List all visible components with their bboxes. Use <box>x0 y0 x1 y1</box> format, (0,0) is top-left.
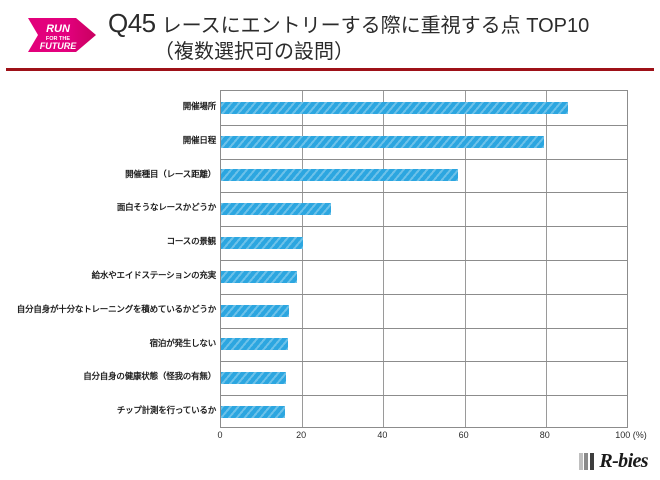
svg-text:FUTURE: FUTURE <box>40 41 77 51</box>
bar-row <box>221 361 287 395</box>
x-tick-label: 0 <box>217 430 223 440</box>
gridline-20 <box>302 91 304 427</box>
bar <box>221 101 569 114</box>
page-header: RUN FOR THE FUTURE Q45 レースにエントリーする際に重視する点… <box>0 0 660 71</box>
svg-text:FOR THE: FOR THE <box>46 36 70 42</box>
row-separator <box>221 293 627 295</box>
row-separator <box>221 158 627 160</box>
header-divider <box>6 68 654 71</box>
run-for-the-future-logo: RUN FOR THE FUTURE <box>28 14 96 56</box>
plot-area <box>220 90 628 428</box>
x-tick-label: 80 <box>539 430 550 440</box>
row-separator <box>221 260 627 261</box>
x-tick-label: 60 <box>458 430 469 440</box>
rbies-bars-icon <box>578 452 596 470</box>
bar-row <box>221 125 544 159</box>
category-label: 自分自身が十分なトレーニングを積めているかどうか <box>16 303 216 314</box>
bar <box>221 203 332 216</box>
category-label: 面白そうなレースかどうか <box>116 202 216 213</box>
bar-row <box>221 159 458 193</box>
category-label: コースの景観 <box>166 236 217 247</box>
row-separator <box>221 124 627 126</box>
bar <box>221 169 458 182</box>
bar <box>221 237 303 250</box>
gridline-60 <box>464 91 466 427</box>
gridline-40 <box>383 91 385 427</box>
rbies-brand-text: R-bies <box>599 449 648 472</box>
svg-text:RUN: RUN <box>46 23 71 35</box>
bar <box>221 135 544 148</box>
bar <box>221 270 297 283</box>
rbies-logo: R-bies <box>578 449 649 472</box>
title-subtext: （複数選択可の設問） <box>154 40 354 63</box>
category-label: 開催場所 <box>182 100 216 111</box>
x-tick-label: 40 <box>377 430 388 440</box>
category-label: 自分自身の健康状態（怪我の有無） <box>83 371 216 382</box>
row-separator <box>221 327 627 329</box>
bar <box>221 338 288 351</box>
row-separator <box>221 226 627 228</box>
row-separator <box>221 395 627 397</box>
category-label: 給水やエイドステーションの充実 <box>91 269 217 280</box>
x-tick-label: 100 (%) <box>615 430 647 440</box>
bar <box>221 372 287 385</box>
x-axis: 0 20 40 60 80 100 (%) <box>217 430 646 450</box>
category-label: 開催種目（レース距離） <box>125 168 216 179</box>
bar-row <box>221 226 303 260</box>
bar <box>221 406 285 419</box>
row-separator <box>221 361 627 363</box>
bar <box>221 304 289 317</box>
bar-chart: 0 20 40 60 80 100 (%) 開催場所開催日程開催種目（レース距離） 面白そう… <box>0 78 660 448</box>
question-number: Q45 <box>108 8 156 38</box>
category-label: 開催日程 <box>182 134 216 145</box>
bar-row <box>221 328 288 362</box>
title-text: レースにエントリーする際に重視する点 TOP10 <box>161 15 590 37</box>
page-title: Q45 レースにエントリーする際に重視する点 TOP10 （複数選択可の設問） <box>108 8 628 65</box>
bar-row <box>221 192 332 226</box>
bar-row <box>221 91 569 125</box>
x-tick-label: 20 <box>296 430 307 440</box>
bar-row <box>221 260 297 294</box>
category-label: チップ計測を行っているか <box>116 405 216 416</box>
bar-row <box>221 294 289 328</box>
gridline-80 <box>545 91 547 427</box>
bar-row <box>221 395 285 429</box>
row-separator <box>221 192 627 194</box>
category-label: 宿泊が発生しない <box>149 337 217 348</box>
title-first-line: Q45 レースにエントリーする際に重視する点 TOP10 <box>108 8 628 39</box>
